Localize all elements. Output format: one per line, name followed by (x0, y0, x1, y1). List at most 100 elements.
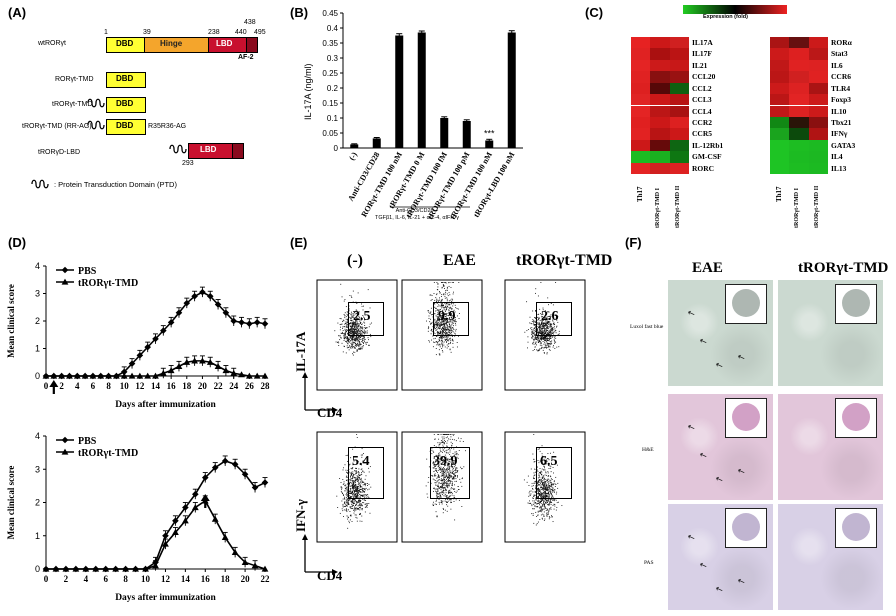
x-tick-label: 16 (167, 381, 177, 391)
heatmap-left (631, 37, 689, 174)
series-marker-pbs (199, 288, 206, 296)
heatmap-cell (808, 71, 828, 83)
ptd-spiral-icon (87, 98, 105, 108)
heatmap-cell (808, 94, 828, 106)
series-marker-tmd (221, 534, 229, 541)
lesion-arrow-icon: ↖ (736, 466, 747, 479)
panel-letter-e: (E) (290, 235, 308, 250)
bar (440, 118, 449, 148)
heatmap-right-row-label: Stat3 (831, 49, 848, 59)
heatmap-right-row-label: IFNγ (831, 129, 848, 139)
series-marker-tmd (112, 565, 120, 572)
heatmap-cell (631, 59, 651, 72)
heatmap-right-row-label: GATA3 (831, 140, 856, 150)
x-tick-label: 12 (135, 381, 145, 391)
flow-col-eae: EAE (443, 252, 476, 269)
rorgt-tmd-dbd (106, 72, 146, 88)
x-tick-label: 28 (261, 381, 271, 391)
series-marker-tmd (175, 362, 183, 369)
stain-label-pas: PAS (644, 560, 654, 566)
spinal-cord-section (732, 513, 760, 541)
series-marker-tmd (42, 565, 50, 572)
heatmap-cell (631, 82, 651, 95)
wt-dbd-label: DBD (116, 39, 134, 48)
flow-dot-cloud (524, 282, 560, 355)
heatmap-cell (770, 116, 790, 129)
series-marker-pbs (206, 292, 214, 300)
flow-plot-frame (316, 431, 398, 543)
series-marker-pbs (261, 320, 269, 328)
flow-value-il17a-eae: 9.9 (438, 309, 456, 324)
heatmap-cell (669, 94, 689, 106)
heatmap-left-row-label: CCL3 (692, 95, 712, 105)
flow-col-neg: (-) (347, 252, 363, 269)
legend-marker (61, 436, 69, 444)
lbd-af2-domain (232, 143, 244, 159)
construct-label-lbd: tRORγD-LBD (38, 149, 81, 156)
heatmap-cell (650, 151, 670, 163)
series-marker-tmd (50, 372, 58, 379)
heatmap-cell (650, 94, 670, 106)
af2-label: AF-2 (238, 54, 254, 61)
x-tick-label: 10 (141, 574, 151, 584)
panel-a: 1 39 238 440 438 495 wtRORγt DBD Hinge L… (0, 0, 285, 230)
heatmap-cell (770, 71, 790, 83)
histo-col-tmd: tRORγt-TMD (798, 260, 889, 276)
heatmap-cell (669, 37, 689, 49)
heatmap-cell (789, 139, 809, 152)
position-495: 495 (254, 29, 266, 36)
x-tick-label: 26 (245, 381, 255, 391)
heatmap-left-row-label: CCL2 (692, 83, 712, 93)
legend-label: PBS (78, 436, 97, 447)
ptd-spiral-icon (169, 144, 187, 154)
series-marker-tmd (92, 565, 100, 572)
series-marker-pbs (221, 457, 229, 465)
heatmap-cell (770, 128, 790, 140)
x-tick-label: 18 (221, 574, 231, 584)
series-marker-pbs (238, 319, 245, 326)
series-marker-tmd (152, 562, 159, 569)
heatmap-cell (770, 94, 790, 106)
lesion-arrow-icon: ↖ (686, 308, 697, 321)
heatmap-right-row-label: IL6 (831, 60, 843, 70)
lesion-arrow-icon: ↖ (686, 532, 697, 545)
y-tick-label: 4 (35, 261, 40, 271)
flow-value-ifng-eae: 39.9 (433, 454, 458, 469)
construct-label-wt: wtRORγt (38, 40, 66, 47)
chart-b-ylabel: IL-17A (ng/ml) (303, 63, 313, 120)
heatmap-cell (631, 139, 651, 152)
lesion-arrow-icon: ↖ (698, 336, 709, 349)
series-marker-tmd (97, 372, 105, 379)
histology-image (778, 504, 883, 610)
histology-image: ↖ ↖ ↖ ↖ (668, 504, 773, 610)
series-marker-tmd (58, 372, 66, 379)
x-tick-label: 8 (106, 381, 111, 391)
legend-label: tRORγt-TMD (78, 448, 138, 459)
series-marker-pbs (172, 517, 179, 525)
series-marker-pbs (192, 490, 199, 498)
heatmap-cell (789, 151, 809, 163)
series-marker-tmd (253, 372, 261, 379)
series-marker-tmd (261, 372, 269, 379)
heatmap-cell (808, 151, 828, 163)
histology-image: ↖ ↖ ↖ ↖ (668, 394, 773, 500)
panel-e: (-) EAE tRORγt-TMD IL-17A IFN-γ CD4 CD4 … (285, 232, 620, 616)
heatmap-cell (789, 116, 809, 129)
heatmap-cell (631, 94, 651, 106)
heatmap-cell (631, 162, 651, 174)
flow-plot-frame (401, 279, 483, 391)
series-marker-tmd (191, 357, 199, 364)
spinal-cord-inset (835, 284, 877, 324)
heatmap-cell (770, 59, 790, 72)
category-label: (-) (347, 150, 359, 162)
legend-label: tRORγt-TMD (78, 278, 138, 289)
bar (350, 144, 359, 148)
series-marker-tmd (62, 565, 70, 572)
y-tick-label: 0 (35, 564, 40, 574)
series-marker-tmd (73, 372, 81, 379)
heatmap-cell (650, 105, 670, 117)
series-marker-tmd (72, 565, 80, 572)
heatmap-cell (669, 48, 689, 60)
series-marker-tmd (214, 362, 222, 369)
flow-dot-cloud (523, 434, 563, 526)
